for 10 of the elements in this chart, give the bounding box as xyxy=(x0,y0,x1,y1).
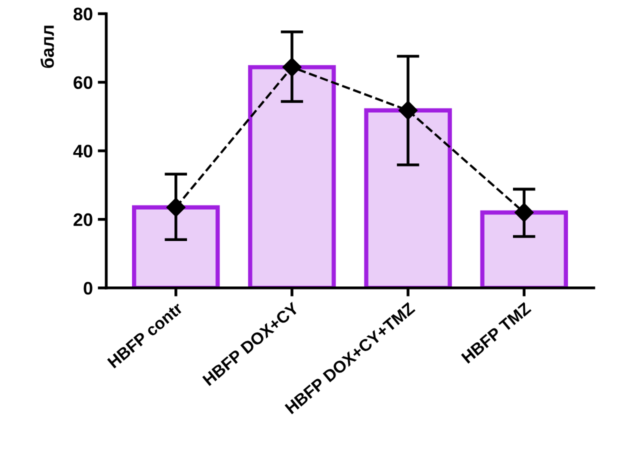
y-tick-label: 80 xyxy=(74,8,92,20)
point xyxy=(166,198,186,217)
point xyxy=(398,100,418,120)
y-tick-label: 0 xyxy=(84,282,92,295)
point xyxy=(514,202,534,222)
y-tick-label: 40 xyxy=(73,144,92,158)
y-tick-label: 20 xyxy=(74,213,92,226)
point xyxy=(282,58,302,77)
y-tick-label: 60 xyxy=(74,76,92,89)
y-axis-title: балл xyxy=(40,26,54,68)
